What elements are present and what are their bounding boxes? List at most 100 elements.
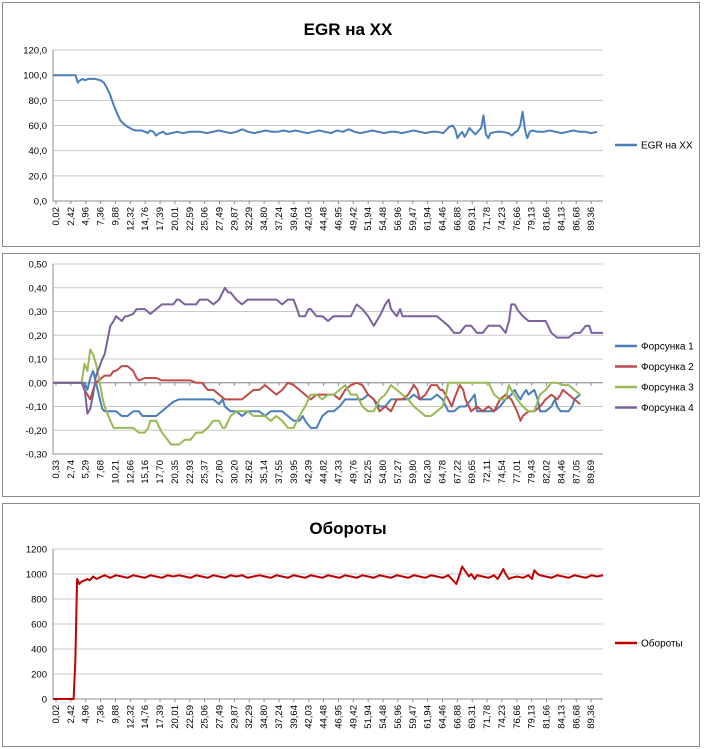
- x-tick-label: 82,02: [542, 460, 553, 484]
- x-tick-label: 57,27: [393, 460, 404, 484]
- x-tick-label: 7,36: [96, 705, 107, 724]
- x-tick-label: 84,13: [556, 705, 567, 729]
- y-tick-label: 0,40: [29, 283, 48, 294]
- chart-title: EGR на ХХ: [304, 20, 393, 39]
- x-tick-label: 71,78: [482, 207, 493, 231]
- x-tick-label: 12,32: [125, 207, 136, 231]
- x-tick-label: 81,66: [542, 207, 553, 231]
- x-tick-label: 17,39: [155, 207, 166, 231]
- x-tick-label: 4,96: [81, 207, 92, 226]
- x-tick-label: 79,43: [527, 460, 538, 484]
- legend-label-4: Форсунка 4: [641, 403, 694, 414]
- x-tick-label: 14,76: [140, 207, 151, 231]
- x-tick-label: 12,66: [125, 460, 136, 484]
- x-tick-label: 44,48: [319, 705, 330, 729]
- x-tick-label: 30,20: [229, 460, 240, 484]
- x-tick-label: 54,48: [378, 705, 389, 729]
- series-line-1: [53, 74, 598, 140]
- x-tick-label: 32,62: [244, 460, 255, 484]
- x-tick-label: 42,03: [304, 207, 315, 231]
- y-tick-label: 0: [42, 695, 47, 706]
- y-tick-label: 0,00: [29, 378, 48, 389]
- x-tick-label: 64,78: [437, 460, 448, 484]
- x-tick-label: 74,23: [497, 705, 508, 729]
- x-tick-label: 72,11: [482, 460, 493, 483]
- x-tick-label: 0,02: [51, 705, 62, 724]
- y-tick-label: -0,10: [25, 402, 47, 413]
- y-tick-label: 40,0: [29, 146, 48, 157]
- x-tick-label: 44,82: [319, 460, 330, 484]
- x-tick-label: 69,31: [467, 705, 478, 729]
- x-tick-label: 29,87: [229, 207, 240, 231]
- y-tick-label: 200: [31, 670, 47, 681]
- x-tick-label: 56,96: [393, 207, 404, 231]
- x-tick-label: 74,23: [497, 207, 508, 231]
- x-tick-label: 89,36: [586, 207, 597, 231]
- x-tick-label: 37,55: [274, 460, 285, 484]
- x-tick-label: 46,95: [333, 705, 344, 729]
- y-tick-label: 80,0: [29, 96, 48, 107]
- x-tick-label: 17,70: [155, 460, 166, 484]
- x-tick-label: 20,35: [170, 460, 181, 484]
- chart-egr: EGR на ХХ 0,0 20,0 40,0 60,0 80,0 100,0 120,0 0,…: [23, 20, 693, 231]
- x-tick-label: 79,13: [527, 207, 538, 231]
- x-tick-label: 71,78: [482, 705, 493, 729]
- x-tick-label: 7,36: [96, 207, 107, 226]
- x-tick-label: 25,06: [200, 207, 211, 231]
- y-tick-label: 0,20: [29, 331, 48, 342]
- x-tick-label: 17,39: [155, 705, 166, 729]
- legend-label-1: EGR на ХХ: [641, 141, 693, 152]
- x-tick-label: 76,66: [512, 207, 523, 231]
- x-tick-label: 56,96: [393, 705, 404, 729]
- x-tick-label: 22,59: [185, 207, 196, 231]
- x-tick-label: 32,29: [244, 705, 255, 729]
- x-tick-label: 51,94: [363, 705, 374, 729]
- y-tick-label: 1000: [26, 570, 47, 581]
- y-tick-label: 20,0: [29, 171, 48, 182]
- x-tick-label: 47,33: [333, 460, 344, 484]
- x-tick-label: 9,88: [110, 207, 121, 226]
- x-tick-label: 66,88: [452, 705, 463, 729]
- x-tick-label: 4,96: [81, 705, 92, 724]
- x-tick-label: 49,76: [348, 460, 359, 484]
- y-tick-label: 0,30: [29, 307, 48, 318]
- x-tick-label: 51,94: [363, 207, 374, 231]
- series-line-1: [53, 369, 581, 429]
- x-tick-label: 79,13: [527, 705, 538, 729]
- x-tick-label: 27,49: [215, 207, 226, 231]
- y-tick-label: 600: [31, 620, 47, 631]
- x-tick-label: 81,66: [542, 705, 553, 729]
- x-tick-label: 54,80: [378, 460, 389, 484]
- x-tick-label: 12,32: [125, 705, 136, 729]
- x-tick-label: 20,01: [170, 705, 181, 729]
- legend-label-3: Форсунка 3: [641, 383, 694, 394]
- x-tick-label: 61,94: [423, 705, 434, 729]
- chart-panel-injectors: -0,30 -0,20 -0,10 0,00 0,10 0,20 0,30 0,40 0,50 0…: [2, 253, 700, 497]
- x-tick-label: 46,95: [333, 207, 344, 231]
- x-tick-label: 22,93: [185, 460, 196, 484]
- x-tick-label: 64,46: [437, 705, 448, 729]
- x-tick-label: 62,30: [423, 460, 434, 484]
- y-tick-label: -0,20: [25, 426, 47, 437]
- x-tick-label: 0,33: [51, 460, 62, 479]
- x-tick-label: 44,48: [319, 207, 330, 231]
- x-tick-label: 89,36: [586, 705, 597, 729]
- y-tick-label: 100,0: [23, 71, 47, 82]
- x-tick-label: 49,42: [348, 207, 359, 231]
- x-tick-label: 10,21: [110, 460, 121, 484]
- x-tick-label: 59,80: [408, 460, 419, 484]
- x-tick-label: 37,24: [274, 705, 285, 729]
- x-tick-label: 14,76: [140, 705, 151, 729]
- y-tick-label: 0,0: [34, 197, 47, 208]
- x-tick-label: 25,37: [200, 460, 211, 484]
- legend-label-1: Форсунка 1: [641, 342, 694, 353]
- x-tick-label: 39,64: [289, 207, 300, 231]
- x-tick-label: 86,68: [571, 207, 582, 231]
- x-tick-label: 59,47: [408, 705, 419, 729]
- x-tick-label: 22,59: [185, 705, 196, 729]
- x-tick-label: 87,05: [571, 460, 582, 484]
- x-tick-label: 69,31: [467, 207, 478, 231]
- x-tick-label: 25,06: [200, 705, 211, 729]
- x-tick-label: 42,03: [304, 705, 315, 729]
- y-tick-label: 800: [31, 595, 47, 606]
